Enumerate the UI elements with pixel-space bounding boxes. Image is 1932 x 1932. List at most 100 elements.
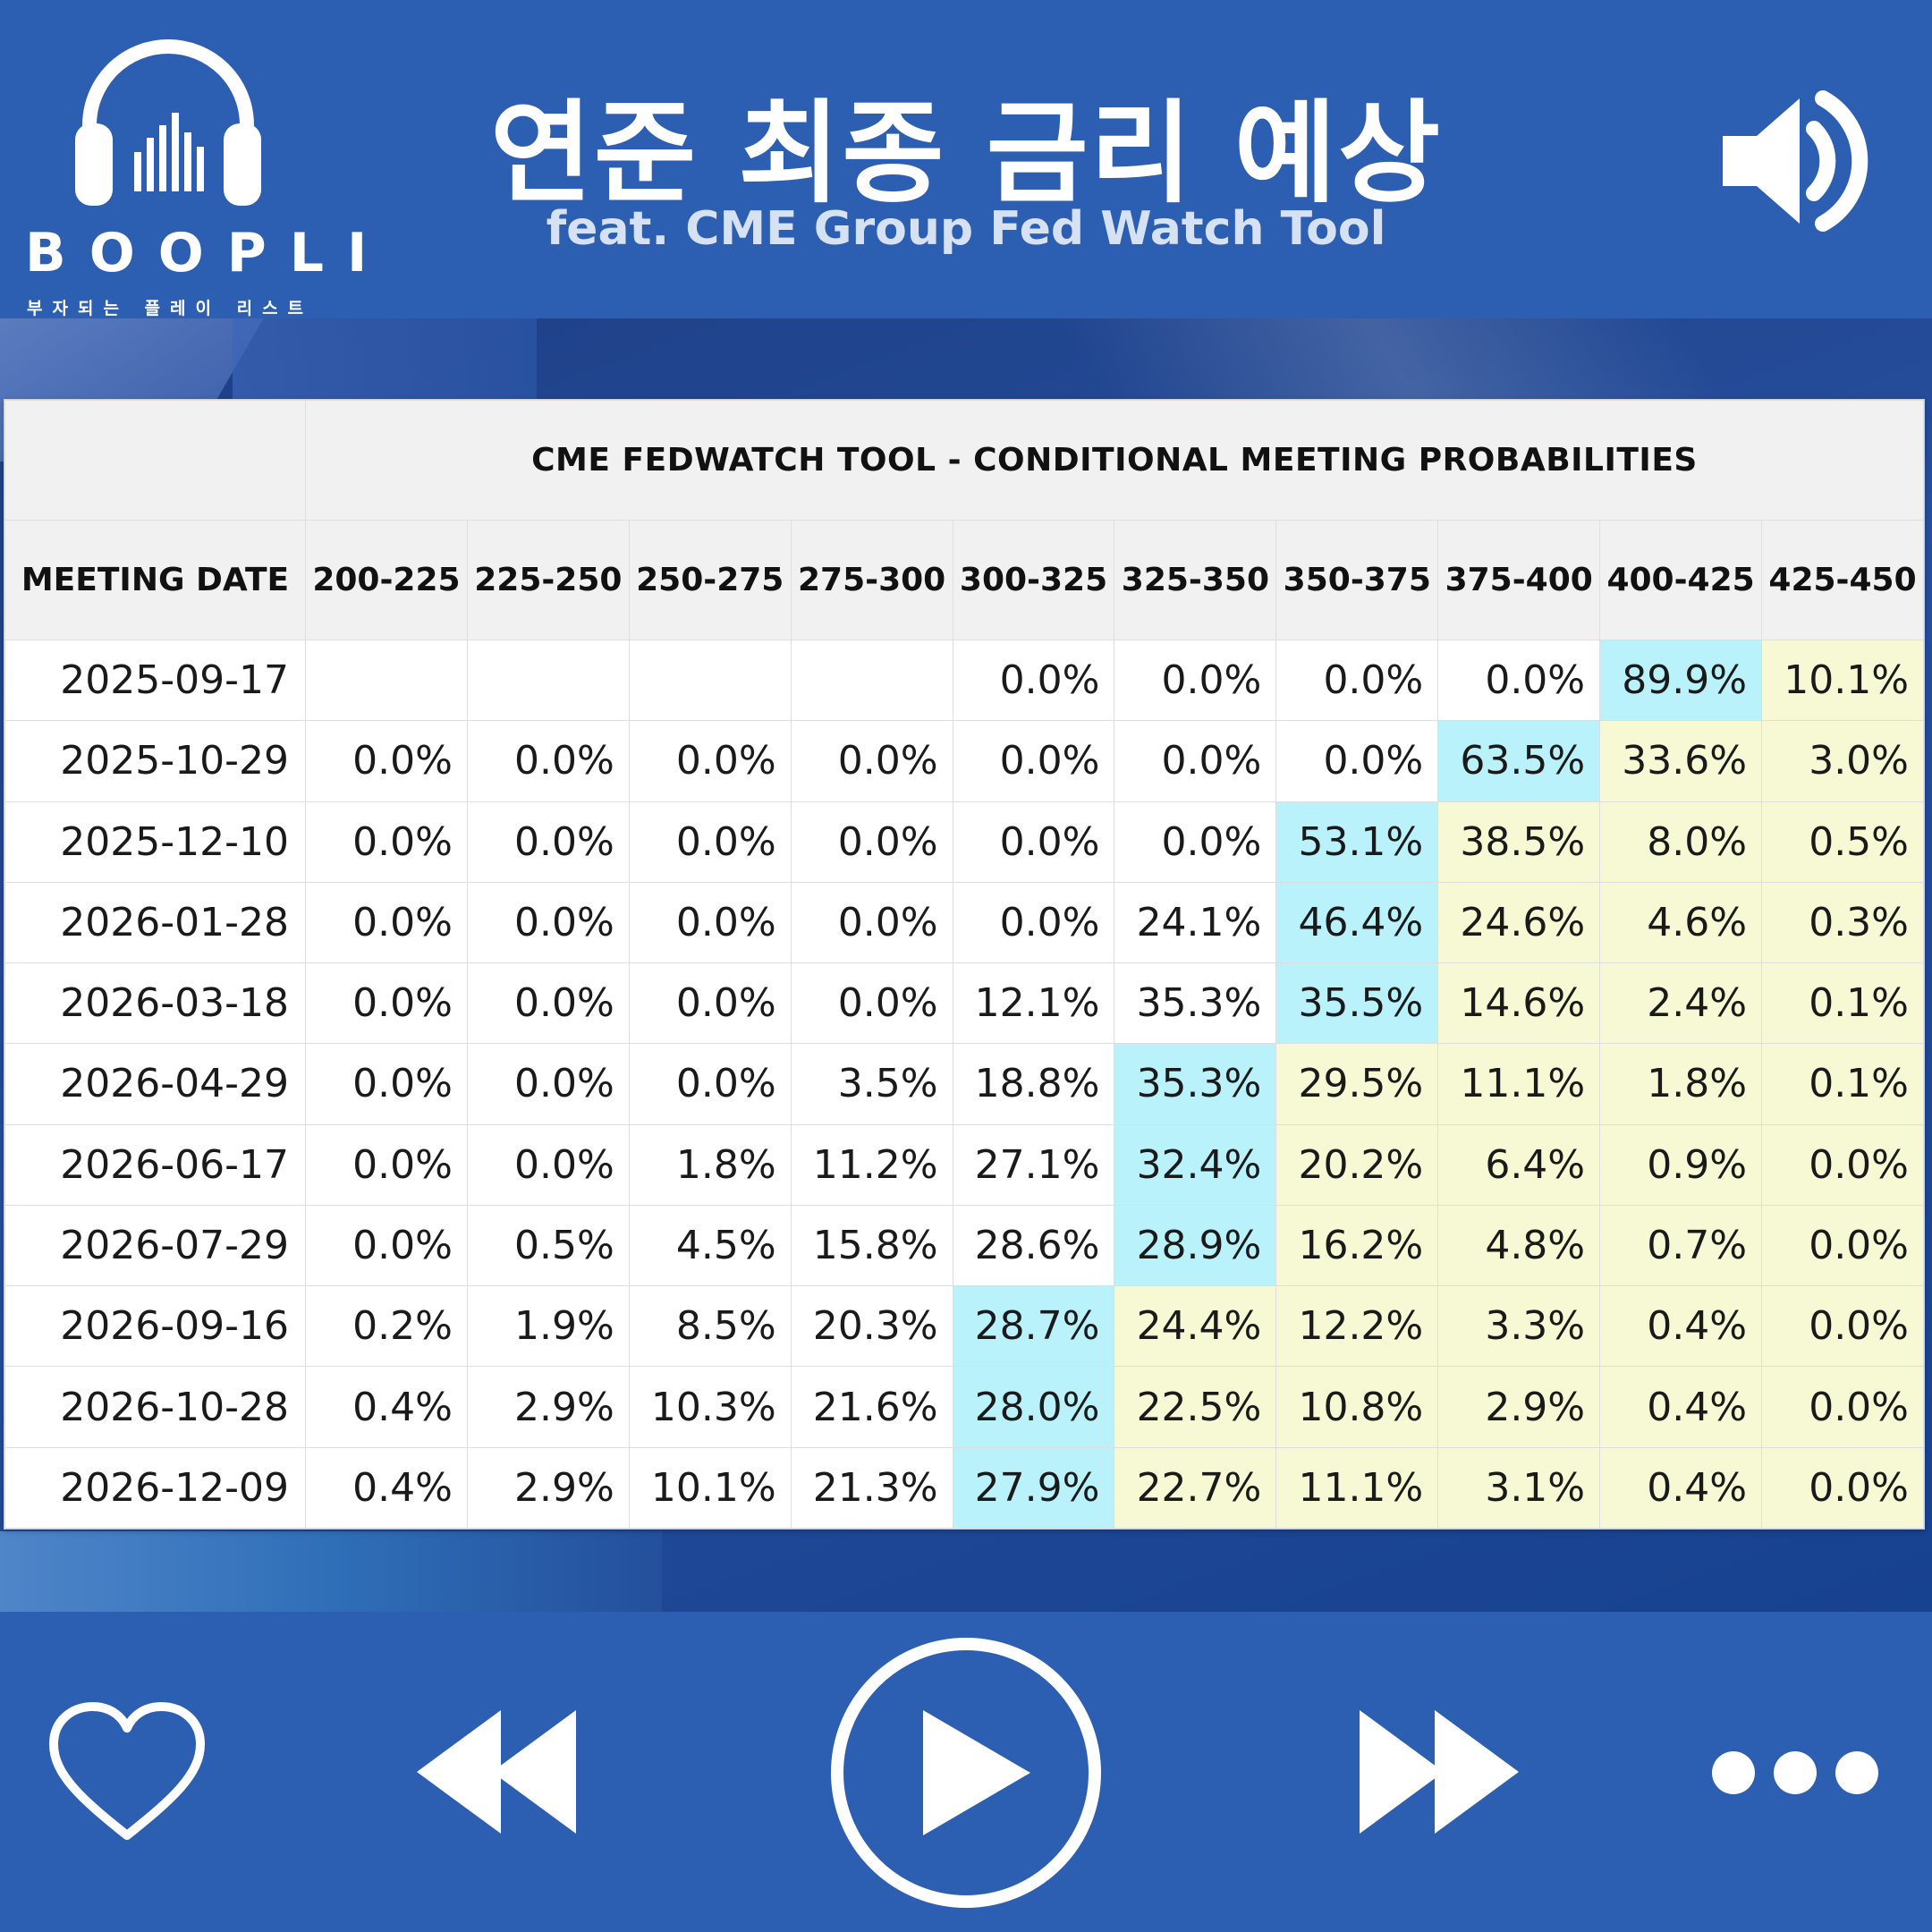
probability-cell: 0.0%	[1437, 639, 1601, 722]
probability-cell: 0.0%	[952, 801, 1115, 883]
probability-cell: 0.0%	[466, 881, 630, 964]
probability-cell: 8.0%	[1599, 801, 1763, 883]
probability-cell: 35.3%	[1114, 962, 1277, 1045]
probability-cell: 0.0%	[1761, 1285, 1924, 1368]
probability-cell: 11.2%	[790, 1123, 953, 1206]
probability-cell: 0.3%	[1761, 881, 1924, 964]
probability-cell: 18.8%	[952, 1043, 1115, 1125]
probability-cell: 22.7%	[1114, 1446, 1277, 1530]
probability-cell: 0.0%	[790, 881, 953, 964]
table-row: 2026-03-18 0.0% 0.0% 0.0% 0.0% 12.1% 35.3% 35.5…	[4, 962, 1924, 1045]
probability-cell: 0.5%	[1761, 801, 1924, 883]
table-row: 2026-10-28 0.4% 2.9% 10.3% 21.6% 28.0% 22.5% 10…	[4, 1366, 1924, 1448]
probability-cell: 33.6%	[1599, 720, 1763, 802]
speaker-volume-icon[interactable]	[1717, 89, 1869, 233]
table-caption: CME FEDWATCH TOOL - CONDITIONAL MEETING …	[305, 400, 1924, 521]
probability-cell: 0.4%	[1599, 1446, 1763, 1530]
meeting-date-cell: 2026-01-28	[4, 881, 306, 964]
probability-cell: 0.0%	[628, 881, 792, 964]
probability-cell: 0.0%	[1761, 1123, 1924, 1206]
probability-cell: 1.8%	[628, 1123, 792, 1206]
probability-cell: 0.4%	[305, 1366, 468, 1448]
probability-cell: 0.1%	[1761, 1043, 1924, 1125]
probability-cell: 21.3%	[790, 1446, 953, 1530]
rate-range-header: 400-425	[1599, 520, 1763, 640]
probability-cell: 0.0%	[1761, 1446, 1924, 1530]
probability-cell: 10.3%	[628, 1366, 792, 1448]
probability-cell: 1.9%	[466, 1285, 630, 1368]
probability-cell: 0.0%	[952, 639, 1115, 722]
probability-cell	[466, 639, 630, 722]
table-row: 2026-06-17 0.0% 0.0% 1.8% 11.2% 27.1% 32.4% 20.…	[4, 1123, 1924, 1206]
probability-cell: 24.4%	[1114, 1285, 1277, 1368]
rate-range-header: 350-375	[1275, 520, 1439, 640]
meeting-date-cell: 2026-10-28	[4, 1366, 306, 1448]
rewind-icon[interactable]	[411, 1705, 581, 1839]
table-row: 2026-12-09 0.4% 2.9% 10.1% 21.3% 27.9% 22.7% 11…	[4, 1446, 1924, 1530]
headphones-icon	[75, 39, 261, 206]
probability-cell: 0.0%	[628, 801, 792, 883]
rate-range-header: 375-400	[1437, 520, 1601, 640]
probability-cell: 0.1%	[1761, 962, 1924, 1045]
probability-cell: 0.5%	[466, 1204, 630, 1287]
table-row: 2025-10-29 0.0% 0.0% 0.0% 0.0% 0.0% 0.0% 0.0% 63…	[4, 720, 1924, 802]
probability-cell: 0.0%	[305, 801, 468, 883]
page-title: 연준 최종 금리 예상	[489, 89, 1443, 218]
probability-cell: 0.0%	[790, 962, 953, 1045]
probability-cell: 2.9%	[466, 1366, 630, 1448]
probability-cell: 24.1%	[1114, 881, 1277, 964]
table-row: 2026-04-29 0.0% 0.0% 0.0% 3.5% 18.8% 35.3% 29.5…	[4, 1043, 1924, 1125]
probability-cell: 0.0%	[1275, 639, 1439, 722]
probability-cell: 14.6%	[1437, 962, 1601, 1045]
probability-cell: 0.0%	[466, 801, 630, 883]
probability-cell: 2.9%	[466, 1446, 630, 1530]
more-icon[interactable]	[1710, 1746, 1880, 1800]
play-icon[interactable]	[826, 1633, 1106, 1912]
probability-cell: 0.9%	[1599, 1123, 1763, 1206]
probability-cell: 0.0%	[466, 720, 630, 802]
probability-cell: 0.0%	[305, 1043, 468, 1125]
probability-cell: 0.0%	[305, 1204, 468, 1287]
probability-cell: 0.4%	[305, 1446, 468, 1530]
probability-cell: 27.9%	[952, 1446, 1115, 1530]
probability-cell: 2.4%	[1599, 962, 1763, 1045]
corner-cell	[4, 400, 306, 521]
probability-cell: 16.2%	[1275, 1204, 1439, 1287]
probability-cell: 0.0%	[628, 962, 792, 1045]
probability-cell: 0.0%	[1114, 639, 1277, 722]
probability-cell: 0.4%	[1599, 1285, 1763, 1368]
fast-forward-icon[interactable]	[1354, 1705, 1524, 1839]
probability-cell: 11.1%	[1275, 1446, 1439, 1530]
probability-cell: 4.6%	[1599, 881, 1763, 964]
probability-cell: 0.0%	[790, 720, 953, 802]
table-row: 2026-09-16 0.2% 1.9% 8.5% 20.3% 28.7% 24.4% 12.…	[4, 1285, 1924, 1368]
table-row: 2026-07-29 0.0% 0.5% 4.5% 15.8% 28.6% 28.9% 16.…	[4, 1204, 1924, 1287]
probability-cell	[305, 639, 468, 722]
probability-cell: 28.9%	[1114, 1204, 1277, 1287]
probability-cell: 0.0%	[1761, 1204, 1924, 1287]
probability-cell: 3.0%	[1761, 720, 1924, 802]
rate-range-header: 225-250	[466, 520, 630, 640]
heart-icon[interactable]	[47, 1701, 208, 1844]
probability-cell: 0.0%	[1761, 1366, 1924, 1448]
probability-cell: 12.2%	[1275, 1285, 1439, 1368]
probability-cell: 38.5%	[1437, 801, 1601, 883]
probability-cell: 0.0%	[790, 801, 953, 883]
header: BOOPLI 부자되는 플레이 리스트 연준 최종 금리 예상 feat. CM…	[0, 0, 1932, 318]
meeting-date-cell: 2026-03-18	[4, 962, 306, 1045]
probability-cell: 20.2%	[1275, 1123, 1439, 1206]
probability-cell: 2.9%	[1437, 1366, 1601, 1448]
probability-cell: 4.8%	[1437, 1204, 1601, 1287]
table-row: 2025-12-10 0.0% 0.0% 0.0% 0.0% 0.0% 0.0% 53.1% 3…	[4, 801, 1924, 883]
probability-cell: 0.0%	[305, 1123, 468, 1206]
probability-cell: 24.6%	[1437, 881, 1601, 964]
meeting-date-cell: 2025-09-17	[4, 639, 306, 722]
probability-cell: 0.7%	[1599, 1204, 1763, 1287]
probability-cell: 28.0%	[952, 1366, 1115, 1448]
probability-cell: 0.0%	[466, 962, 630, 1045]
probability-cell: 11.1%	[1437, 1043, 1601, 1125]
logo-tagline: 부자되는 플레이 리스트	[27, 299, 314, 318]
probability-cell: 15.8%	[790, 1204, 953, 1287]
probability-cell: 0.0%	[952, 720, 1115, 802]
probability-cell: 0.4%	[1599, 1366, 1763, 1448]
